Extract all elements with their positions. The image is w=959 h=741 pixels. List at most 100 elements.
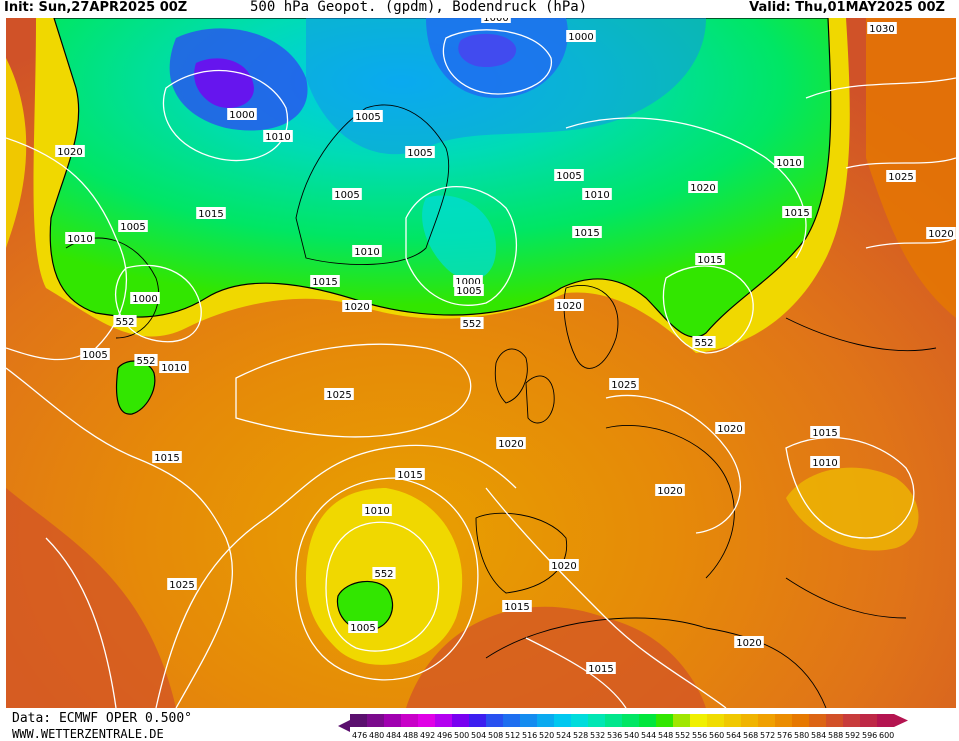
color-scale-legend: 476 480 484 488 492 496 500 504 508 512 516 520 524 5… — [338, 714, 908, 740]
isobar-label-bg — [80, 348, 110, 360]
legend-swatch — [775, 714, 792, 727]
isobar-label-bg — [774, 156, 804, 168]
isobar-label: 1015 — [697, 255, 722, 266]
isobar-label-bg — [227, 108, 257, 120]
yellow-west-edge — [6, 58, 27, 248]
legend-tick-label: 564 — [726, 731, 741, 740]
legend-swatch — [792, 714, 809, 727]
height-contour-label: 552 — [374, 569, 393, 580]
isobar-label: 1025 — [169, 580, 194, 591]
isobar-label-bg — [734, 636, 764, 648]
isobar-label: 1005 — [82, 350, 107, 361]
isobar-label: 1010 — [812, 458, 837, 469]
cutoff-low-atlantic — [336, 580, 393, 632]
legend-swatch — [690, 714, 707, 727]
isobar-label: 1015 — [574, 228, 599, 239]
legend-swatch — [401, 714, 418, 727]
isobar-label-bg — [582, 188, 612, 200]
isobar-label: 1025 — [326, 390, 351, 401]
legend-tick-label: 536 — [607, 731, 622, 740]
legend-swatch — [554, 714, 571, 727]
isobar-label: 1005 — [350, 623, 375, 634]
isobar-label-bg — [695, 253, 725, 265]
legend-swatch — [350, 714, 367, 727]
isobar-label: 1020 — [498, 439, 523, 450]
isobar-label-bg — [688, 181, 718, 193]
isobar-label: 1005 — [407, 148, 432, 159]
legend-swatch — [452, 714, 469, 727]
height-contour-label: 552 — [136, 356, 155, 367]
legend-tick-label: 500 — [454, 731, 469, 740]
isobar-label: 1020 — [736, 638, 761, 649]
isobar-label: 1010 — [67, 234, 92, 245]
isobar-label-bg — [502, 600, 532, 612]
isobar-label-bg — [566, 30, 596, 42]
isobar-label-bg — [134, 354, 158, 366]
yellow-east-patch — [786, 467, 919, 551]
legend-swatch — [418, 714, 435, 727]
legend-tick-label: 488 — [403, 731, 418, 740]
isobar-label-bg — [655, 484, 685, 496]
isobar-label: 1020 — [556, 301, 581, 312]
legend-swatch — [673, 714, 690, 727]
isobar-label: 1010 — [364, 506, 389, 517]
isobar-label-bg — [454, 284, 484, 296]
legend-swatch — [622, 714, 639, 727]
legend-swatch — [843, 714, 860, 727]
isobar-label-bg — [460, 317, 484, 329]
isobar-label: 1005 — [355, 112, 380, 123]
isobar-label: 1020 — [551, 561, 576, 572]
isobar-label-bg — [572, 226, 602, 238]
isobar-label: 1015 — [154, 453, 179, 464]
legend-tick-label: 572 — [760, 731, 775, 740]
legend-swatch — [605, 714, 622, 727]
isobar-label: 1020 — [657, 486, 682, 497]
height-contour-label: 552 — [462, 319, 481, 330]
legend-swatch — [435, 714, 452, 727]
isobar-label-bg — [342, 300, 372, 312]
isobar-label-bg — [715, 422, 745, 434]
valid-time: Valid: Thu,01MAY2025 00Z — [749, 0, 945, 15]
legend-swatch — [469, 714, 486, 727]
isobar-label-bg — [152, 451, 182, 463]
isobar-label-bg — [692, 336, 716, 348]
legend-swatch — [503, 714, 520, 727]
legend-tick-label: 600 — [879, 731, 894, 740]
isobar-label-bg — [167, 578, 197, 590]
isobar-label: 1020 — [690, 183, 715, 194]
isobar-label: 1000 — [229, 110, 254, 121]
legend-swatch — [588, 714, 605, 727]
isobar-label: 1010 — [161, 363, 186, 374]
isobar-label: 1015 — [312, 277, 337, 288]
data-source: Data: ECMWF OPER 0.500° — [12, 711, 193, 726]
legend-swatch — [486, 714, 503, 727]
isobar-label: 1010 — [776, 158, 801, 169]
legend-swatch — [639, 714, 656, 727]
isobar-label-bg — [496, 437, 526, 449]
legend-tick-label: 560 — [709, 731, 724, 740]
legend-tick-label: 480 — [369, 731, 384, 740]
isobar-label-bg — [196, 207, 226, 219]
isobar-label-bg — [609, 378, 639, 390]
isobar-label: 1020 — [344, 302, 369, 313]
isobar-label-bg — [332, 188, 362, 200]
isobar-label-bg — [55, 145, 85, 157]
isobar-label-bg — [886, 170, 916, 182]
legend-swatch — [367, 714, 384, 727]
isobar-label: 1005 — [334, 190, 359, 201]
legend-tick-label: 544 — [641, 731, 656, 740]
coastlines — [65, 104, 937, 708]
isobar-label-bg — [362, 504, 392, 516]
legend-swatches — [338, 714, 908, 732]
isobar-label-bg — [867, 22, 897, 34]
height-contour-label: 552 — [694, 338, 713, 349]
isobar-label-bg — [481, 18, 511, 23]
isobar-label-bg — [130, 292, 160, 304]
isobar-label-bg — [372, 567, 396, 579]
legend-tick-label: 520 — [539, 731, 554, 740]
init-time: Init: Sun,27APR2025 00Z — [4, 0, 188, 15]
legend-swatch — [520, 714, 537, 727]
legend-swatch — [860, 714, 877, 727]
legend-swatch — [537, 714, 554, 727]
